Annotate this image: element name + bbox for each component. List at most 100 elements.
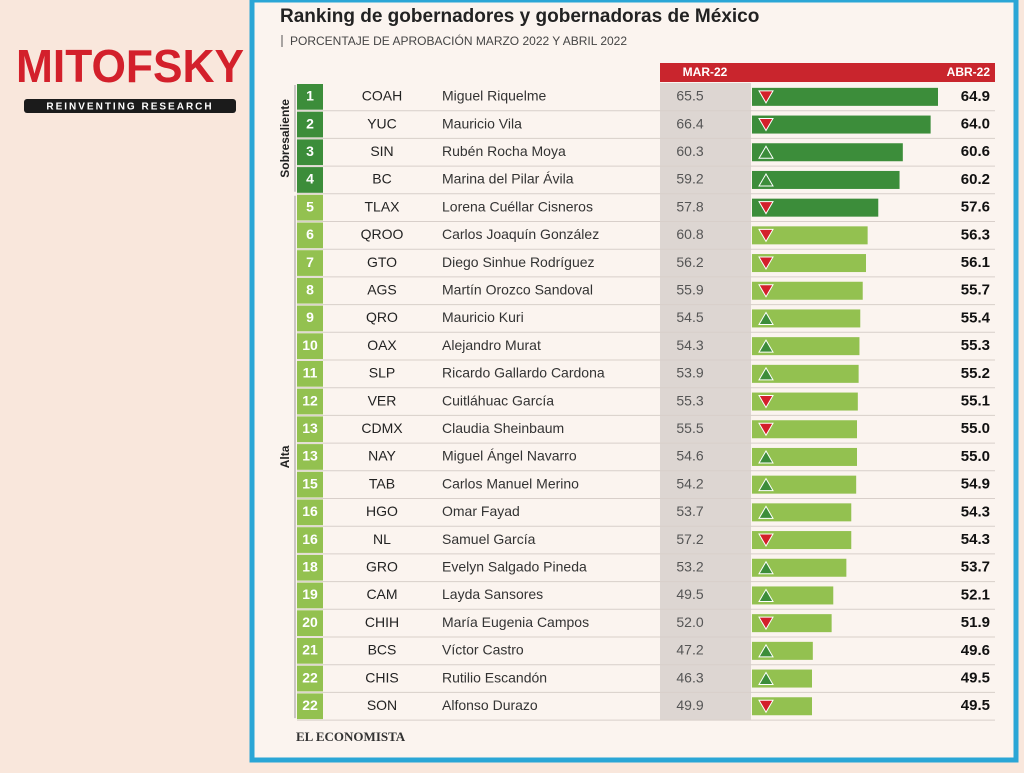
rank-cell [297,250,323,276]
bar [752,531,852,550]
abr-value: 55.1 [961,393,990,410]
state: NAY [368,448,396,464]
bar [752,226,868,245]
abr-value: 57.6 [961,199,990,216]
rank-cell [297,471,323,498]
rank: 15 [302,475,318,491]
state: HGO [366,503,398,519]
rank-cell [297,305,323,332]
bar [752,420,857,439]
mar-value: 66.4 [676,115,703,131]
rank-cell [297,416,323,443]
bar [752,143,903,162]
rank-cell [297,499,323,526]
governor-name: Ricardo Gallardo Cardona [442,365,605,381]
title: Ranking de gobernadores y gobernadoras d… [280,6,759,27]
bar [752,503,852,522]
arrow-up [758,671,774,686]
column-header: ABR-22 [947,65,991,79]
mar-value: 55.5 [676,420,703,436]
governor-name: Claudia Sheinbaum [442,420,564,436]
mar-value: 54.3 [676,337,703,353]
rank: 7 [306,254,314,270]
governor-name: Miguel Riquelme [442,88,546,104]
state: TAB [369,475,395,491]
governor-name: Cuitláhuac García [442,392,554,408]
state: CAM [366,586,397,602]
rank-cell [297,277,323,304]
abr-value: 55.2 [961,365,990,382]
group-label: Alta [278,445,292,468]
abr-value: 55.0 [961,420,990,437]
mar-value: 60.3 [676,143,703,159]
logo-name: MITOFSKY [16,40,244,92]
abr-value: 56.3 [961,226,990,243]
abr-value: 52.1 [961,586,990,603]
bar [752,309,861,328]
mar-value: 59.2 [676,171,703,187]
abr-value: 55.4 [961,309,991,326]
bar [752,281,863,300]
mar-value: 49.9 [676,697,703,713]
rank-cell [297,84,323,110]
mar-value: 54.2 [676,475,703,491]
state: GTO [367,254,397,270]
rank: 4 [306,171,314,187]
bar [752,337,860,356]
rank: 22 [302,669,318,685]
state: GRO [366,558,398,574]
bar [752,392,858,411]
state: CHIS [365,669,398,685]
abr-value: 54.3 [961,531,990,548]
rank: 21 [302,642,318,658]
arrow-up [758,505,774,519]
abr-value: 64.9 [961,88,990,105]
rank: 12 [302,392,318,408]
governor-name: Diego Sinhue Rodríguez [442,254,595,270]
arrow-up [758,449,774,464]
arrow-up [758,145,774,159]
bar [752,115,931,134]
state: SON [367,697,397,713]
state: SIN [370,143,393,159]
governor-name: Alfonso Durazo [442,697,538,713]
arrow-down [758,256,774,271]
governor-name: Víctor Castro [442,642,524,658]
governor-name: Carlos Manuel Merino [442,475,579,491]
group-label: Sobresaliente [278,99,292,178]
mar-column [660,83,751,721]
bar [752,447,857,466]
logo-bar [24,99,236,113]
governor-name: Rubén Rocha Moya [442,143,566,159]
abr-value: 60.2 [961,171,990,188]
rank-cell [297,388,323,415]
content-panel [249,0,1019,763]
rank: 16 [302,503,318,519]
abr-value: 55.0 [961,448,990,465]
abr-value: 49.6 [961,642,990,659]
governor-name: Alejandro Murat [442,337,541,353]
subtitle: PORCENTAJE DE APROBACIÓN MARZO 2022 Y AB… [290,33,627,48]
rank: 2 [306,115,314,131]
governor-name: Evelyn Salgado Pineda [442,558,587,574]
rank-cell [297,111,323,138]
governor-name: Miguel Ángel Navarro [442,448,577,464]
arrow-up [758,339,774,353]
arrow-down [758,228,774,243]
state: OAX [367,337,397,353]
mar-value: 55.3 [676,392,703,408]
arrow-up [758,588,774,602]
abr-value: 55.7 [961,282,990,299]
rank: 18 [302,558,318,574]
rank-cell [297,444,323,470]
mar-value: 57.2 [676,531,703,547]
abr-value: 54.9 [961,476,990,493]
governor-name: Mauricio Vila [442,115,522,131]
abr-value: 55.3 [961,337,990,354]
governor-name: Marina del Pilar Ávila [442,171,574,187]
source: EL ECONOMISTA [296,729,406,744]
state: AGS [367,281,397,297]
rank-cell [297,222,323,249]
arrow-down [758,395,774,409]
